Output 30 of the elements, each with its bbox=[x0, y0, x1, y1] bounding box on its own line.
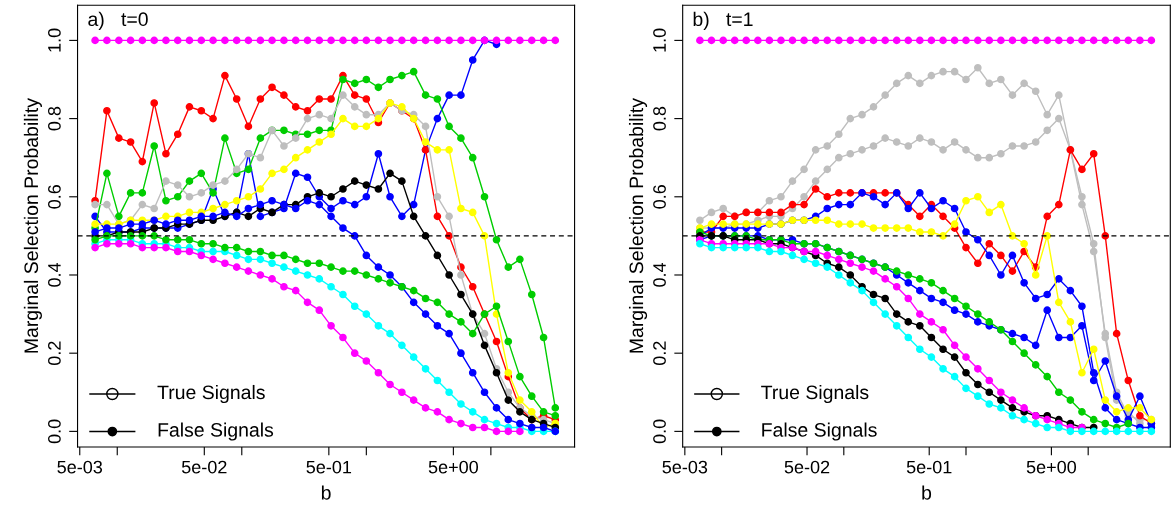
y-tick-label: 0.0 bbox=[653, 419, 666, 444]
x-axis-title: b bbox=[321, 485, 331, 500]
x-tick-label: 5e-03 bbox=[662, 460, 708, 474]
annotation: False Signals bbox=[158, 422, 274, 441]
y-tick-label: 0.6 bbox=[653, 185, 666, 209]
y-tick-label: 0.8 bbox=[653, 106, 666, 131]
y-tick-label: 0.2 bbox=[48, 341, 61, 366]
y-tick-label: 0.4 bbox=[48, 262, 61, 287]
x-tick-label: 5e-01 bbox=[906, 460, 952, 474]
x-axis-title: b bbox=[922, 485, 932, 500]
y-tick-label: 0.2 bbox=[653, 341, 666, 366]
y-tick-label: 0.8 bbox=[48, 106, 61, 131]
annotation: True Signals bbox=[761, 384, 869, 404]
x-tick-label: 5e+00 bbox=[1026, 460, 1077, 474]
x-tick-label: 5e+00 bbox=[428, 460, 479, 474]
y-tick-label: 0.6 bbox=[48, 185, 61, 209]
y-tick-label: 0.0 bbox=[48, 419, 61, 444]
annotation: True Signals bbox=[157, 384, 265, 404]
y-tick-label: 1.0 bbox=[48, 28, 61, 52]
annotation: a) t=0 bbox=[88, 11, 148, 30]
x-tick-label: 5e-02 bbox=[181, 460, 227, 474]
y-tick-label: 1.0 bbox=[653, 28, 666, 52]
y-tick-label: 0.4 bbox=[653, 262, 666, 287]
x-tick-label: 5e-03 bbox=[57, 460, 103, 474]
x-tick-label: 5e-01 bbox=[306, 460, 352, 474]
annotation: b) t=1 bbox=[693, 11, 753, 30]
y-axis-title: Marginal Selection Probability bbox=[23, 98, 42, 353]
annotation: False Signals bbox=[762, 422, 877, 441]
x-tick-label: 5e-02 bbox=[784, 460, 830, 474]
y-axis-title: Marginal Selection Probability bbox=[628, 98, 648, 353]
